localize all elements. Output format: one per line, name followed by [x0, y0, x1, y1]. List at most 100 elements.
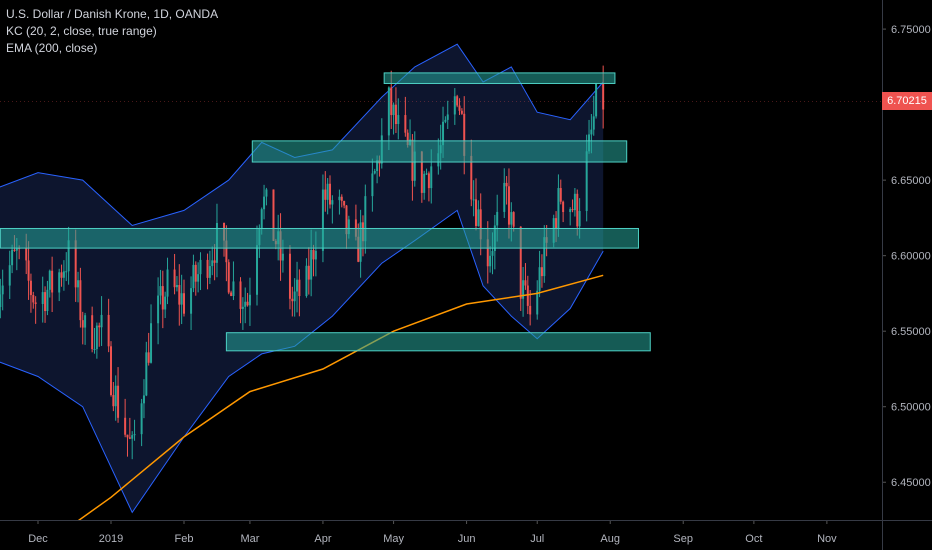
- candle-body: [157, 295, 160, 324]
- candle-body: [183, 293, 185, 314]
- candle-body: [140, 403, 143, 435]
- candle: [1, 269, 4, 311]
- candle-body: [453, 96, 456, 115]
- candle: [524, 263, 527, 290]
- support-resistance-zone: [251, 140, 628, 163]
- time-tick-label: Nov: [817, 533, 837, 545]
- candle-body: [526, 285, 529, 306]
- candle-body: [543, 237, 546, 277]
- candle-body: [48, 270, 51, 290]
- candle-body: [51, 270, 54, 293]
- candle: [107, 298, 110, 353]
- candle-body: [394, 104, 397, 125]
- candle: [559, 179, 562, 205]
- candle-body: [371, 173, 374, 197]
- price-tick-label: 6.45000: [891, 477, 931, 489]
- candle-body: [446, 114, 449, 120]
- candle: [192, 254, 195, 293]
- candle-body: [0, 294, 2, 308]
- candle-body: [244, 301, 247, 307]
- candle-body: [463, 113, 466, 156]
- candle: [239, 277, 242, 324]
- candle-body: [60, 272, 63, 278]
- candle-body: [58, 272, 61, 293]
- candle-body: [124, 417, 127, 435]
- candle-body: [503, 182, 506, 212]
- candle-body: [489, 255, 492, 267]
- candle: [157, 277, 160, 345]
- candle-body: [74, 240, 77, 288]
- candle-body: [557, 188, 560, 229]
- candle: [208, 250, 211, 285]
- candle: [371, 158, 374, 212]
- price-tick-label: 6.75000: [891, 24, 931, 36]
- price-tick-label: 6.60000: [891, 251, 931, 263]
- candle-body: [373, 170, 376, 174]
- candle-body: [213, 260, 216, 263]
- candle: [540, 254, 543, 288]
- candle: [41, 276, 44, 323]
- candle-body: [413, 151, 416, 181]
- candle-body: [555, 218, 558, 229]
- candle: [62, 260, 65, 291]
- time-tick-label: Apr: [314, 533, 331, 545]
- candle-body: [98, 325, 101, 328]
- candle-body: [538, 267, 541, 291]
- candle-body: [312, 249, 315, 260]
- candle: [592, 95, 595, 136]
- candle: [100, 296, 103, 346]
- candle: [93, 327, 96, 354]
- candle-body: [305, 265, 308, 297]
- time-tick-label: Dec: [28, 533, 48, 545]
- candle-body: [114, 385, 117, 407]
- candle-body: [444, 119, 447, 122]
- candle: [489, 246, 492, 273]
- candle-body: [142, 395, 145, 404]
- candle-body: [288, 253, 291, 299]
- candle: [298, 269, 301, 317]
- candle-body: [206, 259, 209, 278]
- candle-body: [199, 259, 202, 275]
- candle: [503, 168, 506, 218]
- candle-body: [232, 281, 235, 296]
- candle-body: [406, 132, 409, 145]
- candle: [425, 168, 428, 176]
- candle-body: [107, 314, 110, 347]
- candle: [211, 246, 214, 276]
- candle-body: [150, 323, 153, 363]
- price-tick-label: 6.50000: [891, 402, 931, 414]
- candle: [338, 189, 341, 215]
- candle: [576, 189, 579, 236]
- candle-body: [131, 435, 134, 439]
- candle-body: [329, 183, 331, 205]
- candle-body: [161, 286, 164, 310]
- candle-body: [522, 280, 525, 299]
- candle: [265, 187, 268, 206]
- candle-body: [263, 196, 266, 210]
- candle: [475, 178, 477, 231]
- candle-body: [562, 201, 565, 213]
- candle-body: [100, 314, 103, 328]
- candle-body: [112, 395, 115, 407]
- candle-body: [559, 188, 562, 202]
- candle: [326, 178, 329, 215]
- candle: [142, 379, 145, 419]
- legend-ema: EMA (200, close): [6, 41, 98, 55]
- candle-body: [390, 87, 393, 116]
- candle-body: [246, 301, 249, 306]
- candle-body: [442, 121, 445, 146]
- candle: [340, 194, 343, 208]
- candle: [404, 96, 407, 137]
- candle-body: [376, 160, 379, 171]
- candle-body: [32, 295, 35, 303]
- candle: [571, 199, 574, 213]
- candle-body: [477, 209, 480, 226]
- candle-body: [331, 200, 334, 205]
- plot-area: [0, 43, 651, 520]
- candle-body: [338, 196, 341, 201]
- candle: [199, 252, 202, 291]
- candle: [307, 247, 310, 295]
- candle-body: [512, 212, 515, 227]
- candle: [331, 195, 334, 224]
